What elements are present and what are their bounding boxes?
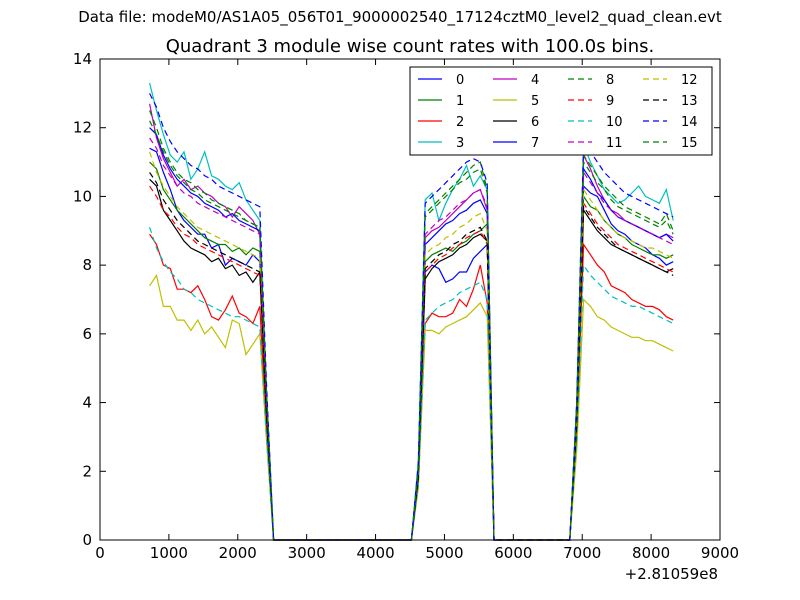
legend-label-14: 14 bbox=[681, 115, 698, 130]
axis-ticks: 0 1000 2000 3000 4000 5000 6000 7000 8000 9000 0 2 4… bbox=[73, 50, 739, 562]
legend-label-4: 4 bbox=[531, 73, 539, 88]
series-line-1 bbox=[149, 161, 674, 541]
series-line-7 bbox=[149, 127, 674, 541]
x-tick-label: 8000 bbox=[632, 544, 670, 562]
legend-label-5: 5 bbox=[531, 94, 539, 109]
series-line-11 bbox=[149, 137, 674, 541]
x-tick-label: 9000 bbox=[701, 544, 739, 562]
legend-label-0: 0 bbox=[456, 73, 464, 88]
legend-label-11: 11 bbox=[606, 136, 623, 151]
x-tick-label: 0 bbox=[95, 544, 105, 562]
x-tick-label: 1000 bbox=[150, 544, 188, 562]
chart-title: Quadrant 3 module wise count rates with … bbox=[165, 36, 655, 57]
series-line-9 bbox=[149, 185, 674, 541]
series-line-15 bbox=[149, 120, 674, 541]
legend-label-10: 10 bbox=[606, 115, 623, 130]
y-tick-label: 12 bbox=[73, 119, 92, 137]
figure-suptitle: Data file: modeM0/AS1A05_056T01_90000025… bbox=[78, 8, 722, 26]
series-line-10 bbox=[149, 227, 674, 541]
legend-label-12: 12 bbox=[681, 73, 698, 88]
x-offset-label: +2.81059e8 bbox=[625, 565, 718, 583]
legend-label-13: 13 bbox=[681, 94, 698, 109]
y-tick-label: 0 bbox=[82, 531, 92, 549]
y-tick-label: 10 bbox=[73, 187, 92, 205]
legend-label-2: 2 bbox=[456, 115, 464, 130]
y-tick-label: 2 bbox=[82, 462, 92, 480]
legend-label-7: 7 bbox=[531, 136, 539, 151]
y-tick-label: 8 bbox=[82, 256, 92, 274]
x-tick-label: 3000 bbox=[288, 544, 326, 562]
x-tick-label: 2000 bbox=[219, 544, 257, 562]
series-line-8 bbox=[149, 110, 674, 541]
x-tick-label: 7000 bbox=[563, 544, 601, 562]
legend-label-15: 15 bbox=[681, 136, 698, 151]
y-tick-label: 4 bbox=[82, 394, 92, 412]
axes-frame bbox=[99, 58, 721, 541]
x-tick-label: 6000 bbox=[494, 544, 532, 562]
legend-label-8: 8 bbox=[606, 73, 614, 88]
legend-label-1: 1 bbox=[456, 94, 464, 109]
legend-box bbox=[409, 66, 713, 156]
y-tick-label: 6 bbox=[82, 325, 92, 343]
x-tick-label: 5000 bbox=[425, 544, 463, 562]
y-tick-label: 14 bbox=[73, 50, 92, 68]
x-tick-label: 4000 bbox=[356, 544, 394, 562]
series-line-6 bbox=[149, 178, 674, 541]
legend-label-3: 3 bbox=[456, 136, 464, 151]
series-line-14 bbox=[149, 93, 674, 541]
legend-label-6: 6 bbox=[531, 115, 539, 130]
legend-label-9: 9 bbox=[606, 94, 614, 109]
